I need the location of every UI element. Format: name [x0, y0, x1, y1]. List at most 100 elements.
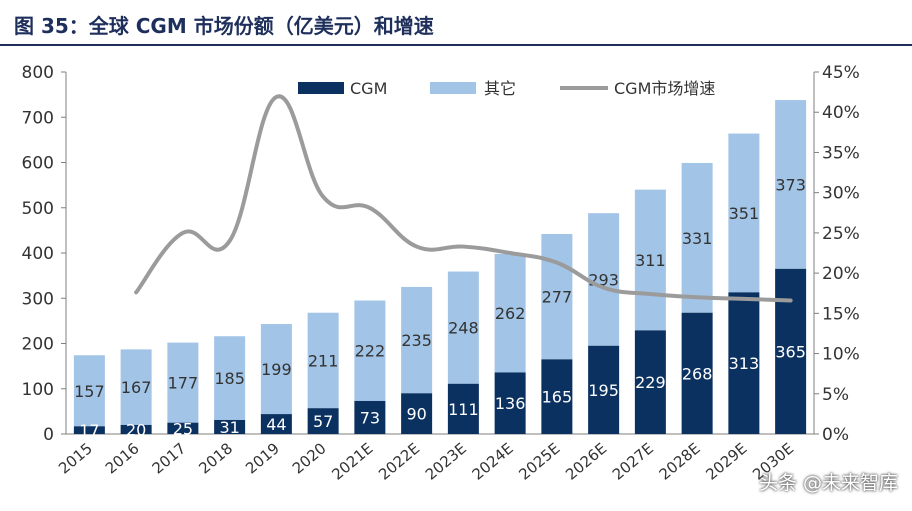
x-tick-label: 2026E	[562, 439, 610, 483]
bar-other	[588, 213, 620, 346]
y-right-tick-label: 30%	[822, 184, 860, 204]
bar-other	[775, 100, 807, 269]
y-left-tick-label: 800	[22, 63, 54, 83]
bar-other	[167, 342, 199, 423]
y-left-tick-label: 700	[22, 108, 54, 128]
legend-label-cgm: CGM	[350, 79, 387, 98]
bar-other	[120, 349, 152, 425]
data-label-other: 331	[682, 229, 713, 248]
bar-other	[307, 312, 339, 409]
data-label-other: 311	[635, 251, 666, 270]
bar-cgm	[260, 414, 292, 434]
data-label-other: 177	[168, 374, 199, 393]
y-left-tick-label: 0	[43, 425, 54, 445]
x-tick-label: 2024E	[469, 439, 517, 483]
y-left-tick-label: 600	[22, 154, 54, 174]
legend-swatch-cgm	[298, 82, 344, 94]
data-label-other: 199	[261, 360, 292, 379]
bar-other	[214, 336, 246, 420]
bar-cgm	[214, 419, 246, 434]
y-left-tick-label: 500	[22, 199, 54, 219]
legend-swatch-other	[430, 82, 476, 94]
y-right-tick-label: 20%	[822, 264, 860, 284]
bar-cgm	[494, 372, 526, 434]
data-label-other: 235	[401, 331, 432, 350]
y-left-tick-label: 200	[22, 335, 54, 355]
data-label-cgm: 111	[448, 400, 479, 419]
bar-cgm	[775, 268, 807, 434]
x-tick-label: 2021E	[328, 439, 376, 483]
x-tick-label: 2025E	[515, 439, 563, 483]
data-label-cgm: 31	[219, 418, 239, 437]
x-tick-label: 2029E	[702, 439, 750, 483]
bar-other	[541, 233, 573, 360]
bar-cgm	[354, 400, 386, 434]
data-label-cgm: 73	[360, 408, 380, 427]
data-label-cgm: 313	[729, 354, 760, 373]
bar-other	[354, 300, 386, 401]
bar-other	[73, 355, 105, 427]
bar-other	[447, 271, 479, 384]
y-right-tick-label: 10%	[822, 345, 860, 365]
bar-other	[634, 189, 666, 331]
y-left-tick-label: 400	[22, 244, 54, 264]
bar-cgm	[167, 422, 199, 434]
y-left-tick-label: 300	[22, 289, 54, 309]
watermark: 头条 @未来智库	[758, 472, 898, 494]
bar-other	[728, 133, 760, 293]
y-right-tick-label: 25%	[822, 224, 860, 244]
bar-cgm	[588, 345, 620, 434]
x-tick-label: 2028E	[656, 439, 704, 483]
page-title: 图 35：全球 CGM 市场份额（亿美元）和增速	[14, 14, 434, 38]
data-label-other: 222	[355, 342, 386, 361]
data-label-cgm: 195	[588, 381, 619, 400]
data-label-other: 167	[121, 378, 152, 397]
data-label-other: 373	[775, 175, 806, 194]
bar-cgm	[307, 408, 339, 434]
data-label-other: 157	[74, 382, 105, 401]
x-tick-label: 2019	[242, 439, 283, 477]
data-label-cgm: 90	[406, 405, 426, 424]
data-label-cgm: 365	[775, 342, 806, 361]
data-label-other: 248	[448, 319, 479, 338]
data-label-cgm: 44	[266, 415, 286, 434]
bar-cgm	[401, 393, 433, 434]
legend-label-other: 其它	[484, 79, 516, 98]
x-tick-label: 2027E	[609, 439, 657, 483]
bar-cgm	[681, 312, 713, 434]
bar-cgm	[120, 424, 152, 434]
bar-cgm	[73, 426, 105, 434]
data-label-cgm: 25	[173, 419, 193, 438]
x-tick-label: 2018	[195, 439, 236, 477]
y-left-tick-label: 100	[22, 380, 54, 400]
x-tick-label: 2017	[149, 439, 190, 477]
y-right-tick-label: 15%	[822, 304, 860, 324]
y-right-tick-label: 45%	[822, 63, 860, 83]
bar-other	[494, 253, 526, 373]
y-right-tick-label: 0%	[822, 425, 849, 445]
bar-cgm	[728, 292, 760, 434]
data-label-cgm: 17	[79, 421, 99, 440]
bar-other	[401, 286, 433, 394]
title-bar: 图 35：全球 CGM 市场份额（亿美元）和增速	[0, 0, 912, 46]
x-tick-label: 2015	[55, 439, 96, 477]
data-label-cgm: 165	[542, 388, 573, 407]
x-tick-label: 2016	[102, 439, 143, 477]
growth-line	[134, 94, 793, 303]
data-label-other: 277	[542, 288, 573, 307]
y-right-tick-label: 5%	[822, 385, 849, 405]
data-label-cgm: 20	[126, 420, 146, 439]
bar-cgm	[541, 359, 573, 434]
data-label-other: 351	[729, 204, 760, 223]
x-tick-label: 2020	[289, 439, 330, 477]
data-label-cgm: 268	[682, 364, 713, 383]
data-label-cgm: 57	[313, 412, 333, 431]
data-label-other: 211	[308, 351, 339, 370]
data-label-cgm: 136	[495, 394, 526, 413]
y-right-tick-label: 40%	[822, 103, 860, 123]
legend-label-growth: CGM市场增速	[614, 79, 715, 98]
bar-cgm	[447, 383, 479, 434]
data-label-cgm: 229	[635, 373, 666, 392]
bar-cgm	[634, 330, 666, 434]
